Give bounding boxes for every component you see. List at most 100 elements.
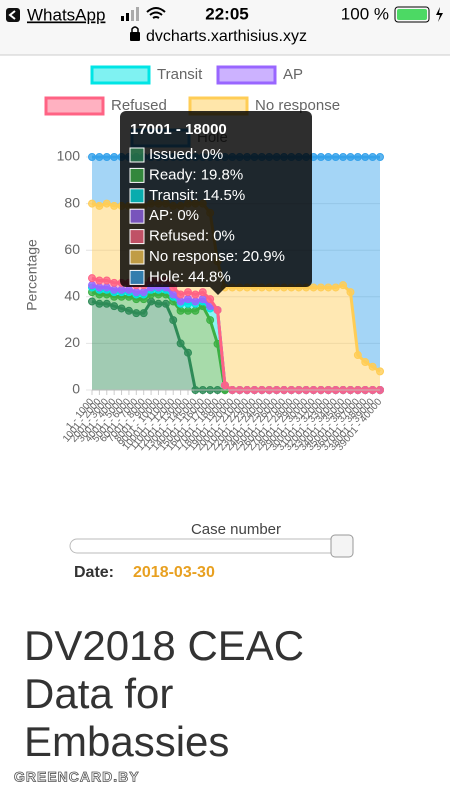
heading: DV2018 CEAC Data for Embassies — [24, 622, 305, 765]
tooltip-item: No response: 20.9% — [149, 248, 285, 265]
clock: 22:05 — [205, 4, 248, 23]
battery-fill — [397, 9, 427, 20]
point — [376, 153, 384, 161]
area-fill — [92, 292, 380, 390]
point — [191, 290, 200, 299]
point — [95, 299, 104, 308]
point — [147, 297, 156, 306]
point — [206, 316, 215, 325]
tooltip-swatch — [129, 269, 145, 285]
point — [110, 201, 119, 210]
point — [132, 309, 141, 318]
point — [95, 201, 104, 210]
point — [184, 306, 192, 315]
point — [339, 281, 348, 290]
point — [102, 283, 111, 292]
legend-label: Refused — [111, 97, 167, 114]
point — [376, 367, 384, 376]
point — [191, 306, 200, 315]
charging-icon — [436, 7, 443, 22]
area-fill — [92, 301, 380, 390]
point — [339, 153, 348, 161]
legend-label: No response — [255, 97, 340, 114]
browser-chrome — [0, 0, 450, 55]
point — [169, 290, 178, 299]
tooltip-swatch — [129, 249, 145, 265]
point — [331, 153, 340, 161]
y-tick-label: 40 — [64, 288, 80, 304]
point — [184, 288, 192, 297]
point — [324, 283, 333, 292]
point — [353, 153, 362, 161]
battery-frame — [394, 6, 430, 23]
point — [161, 299, 170, 308]
date-label: Date: — [74, 564, 114, 581]
point — [368, 153, 377, 161]
point — [169, 316, 178, 325]
point — [95, 153, 104, 161]
point — [331, 283, 340, 292]
point — [88, 297, 96, 306]
back-label[interactable]: WhatsApp — [27, 5, 105, 24]
tooltip-swatch — [129, 208, 145, 224]
point — [353, 351, 362, 360]
tooltip-swatch — [129, 229, 145, 245]
point — [139, 309, 148, 318]
legend-swatch — [216, 65, 277, 85]
slider-track[interactable] — [69, 538, 353, 554]
point — [102, 299, 111, 308]
point — [124, 285, 133, 294]
point — [110, 278, 119, 287]
point — [309, 283, 318, 292]
point — [102, 276, 111, 285]
date-value: 2018-03-30 — [133, 564, 215, 581]
point — [316, 283, 325, 292]
y-tick-label: 0 — [72, 381, 80, 397]
point — [124, 306, 133, 315]
watermark: GREENCARD.BY — [14, 769, 140, 785]
legend-swatch — [44, 96, 105, 116]
point — [346, 153, 355, 161]
url[interactable]: dvcharts.xarthisius.xyz — [146, 28, 307, 45]
point — [95, 276, 104, 285]
signal-icon — [121, 7, 139, 21]
point — [139, 288, 148, 297]
y-tick-label: 20 — [64, 334, 80, 350]
tooltip-item: Hole: 44.8% — [149, 268, 231, 285]
battery-label: 100 % — [341, 4, 389, 23]
point — [184, 348, 192, 357]
tooltip-item: Ready: 19.8% — [149, 166, 243, 183]
tooltip-item: Transit: 14.5% — [149, 187, 245, 204]
tooltip-swatch — [129, 147, 145, 163]
slider-thumb[interactable] — [330, 534, 354, 558]
point — [154, 299, 163, 308]
tooltip-arrow — [210, 287, 226, 295]
point — [206, 295, 215, 304]
point — [88, 199, 96, 208]
back-icon[interactable] — [6, 8, 20, 22]
back-arrow — [8, 10, 16, 20]
point — [88, 281, 96, 290]
legend-label: AP — [283, 66, 303, 83]
point — [176, 290, 185, 299]
point — [346, 288, 355, 297]
point — [176, 339, 185, 348]
point — [110, 285, 119, 294]
point — [176, 297, 185, 306]
y-tick-label: 60 — [64, 241, 80, 257]
y-tick-label: 80 — [64, 194, 80, 210]
tooltip-item: Refused: 0% — [149, 228, 235, 245]
point — [88, 153, 96, 161]
point — [184, 295, 192, 304]
point — [220, 381, 229, 390]
point — [110, 302, 119, 311]
legend-label: Transit — [157, 66, 203, 83]
tooltip-item: AP: 0% — [149, 207, 199, 224]
y-axis-title: Percentage — [24, 239, 40, 311]
tooltip-title: 17001 - 18000 — [130, 121, 227, 138]
point — [198, 288, 207, 297]
tooltip-swatch — [129, 167, 145, 183]
point — [368, 362, 377, 371]
legend-swatch — [90, 65, 151, 85]
